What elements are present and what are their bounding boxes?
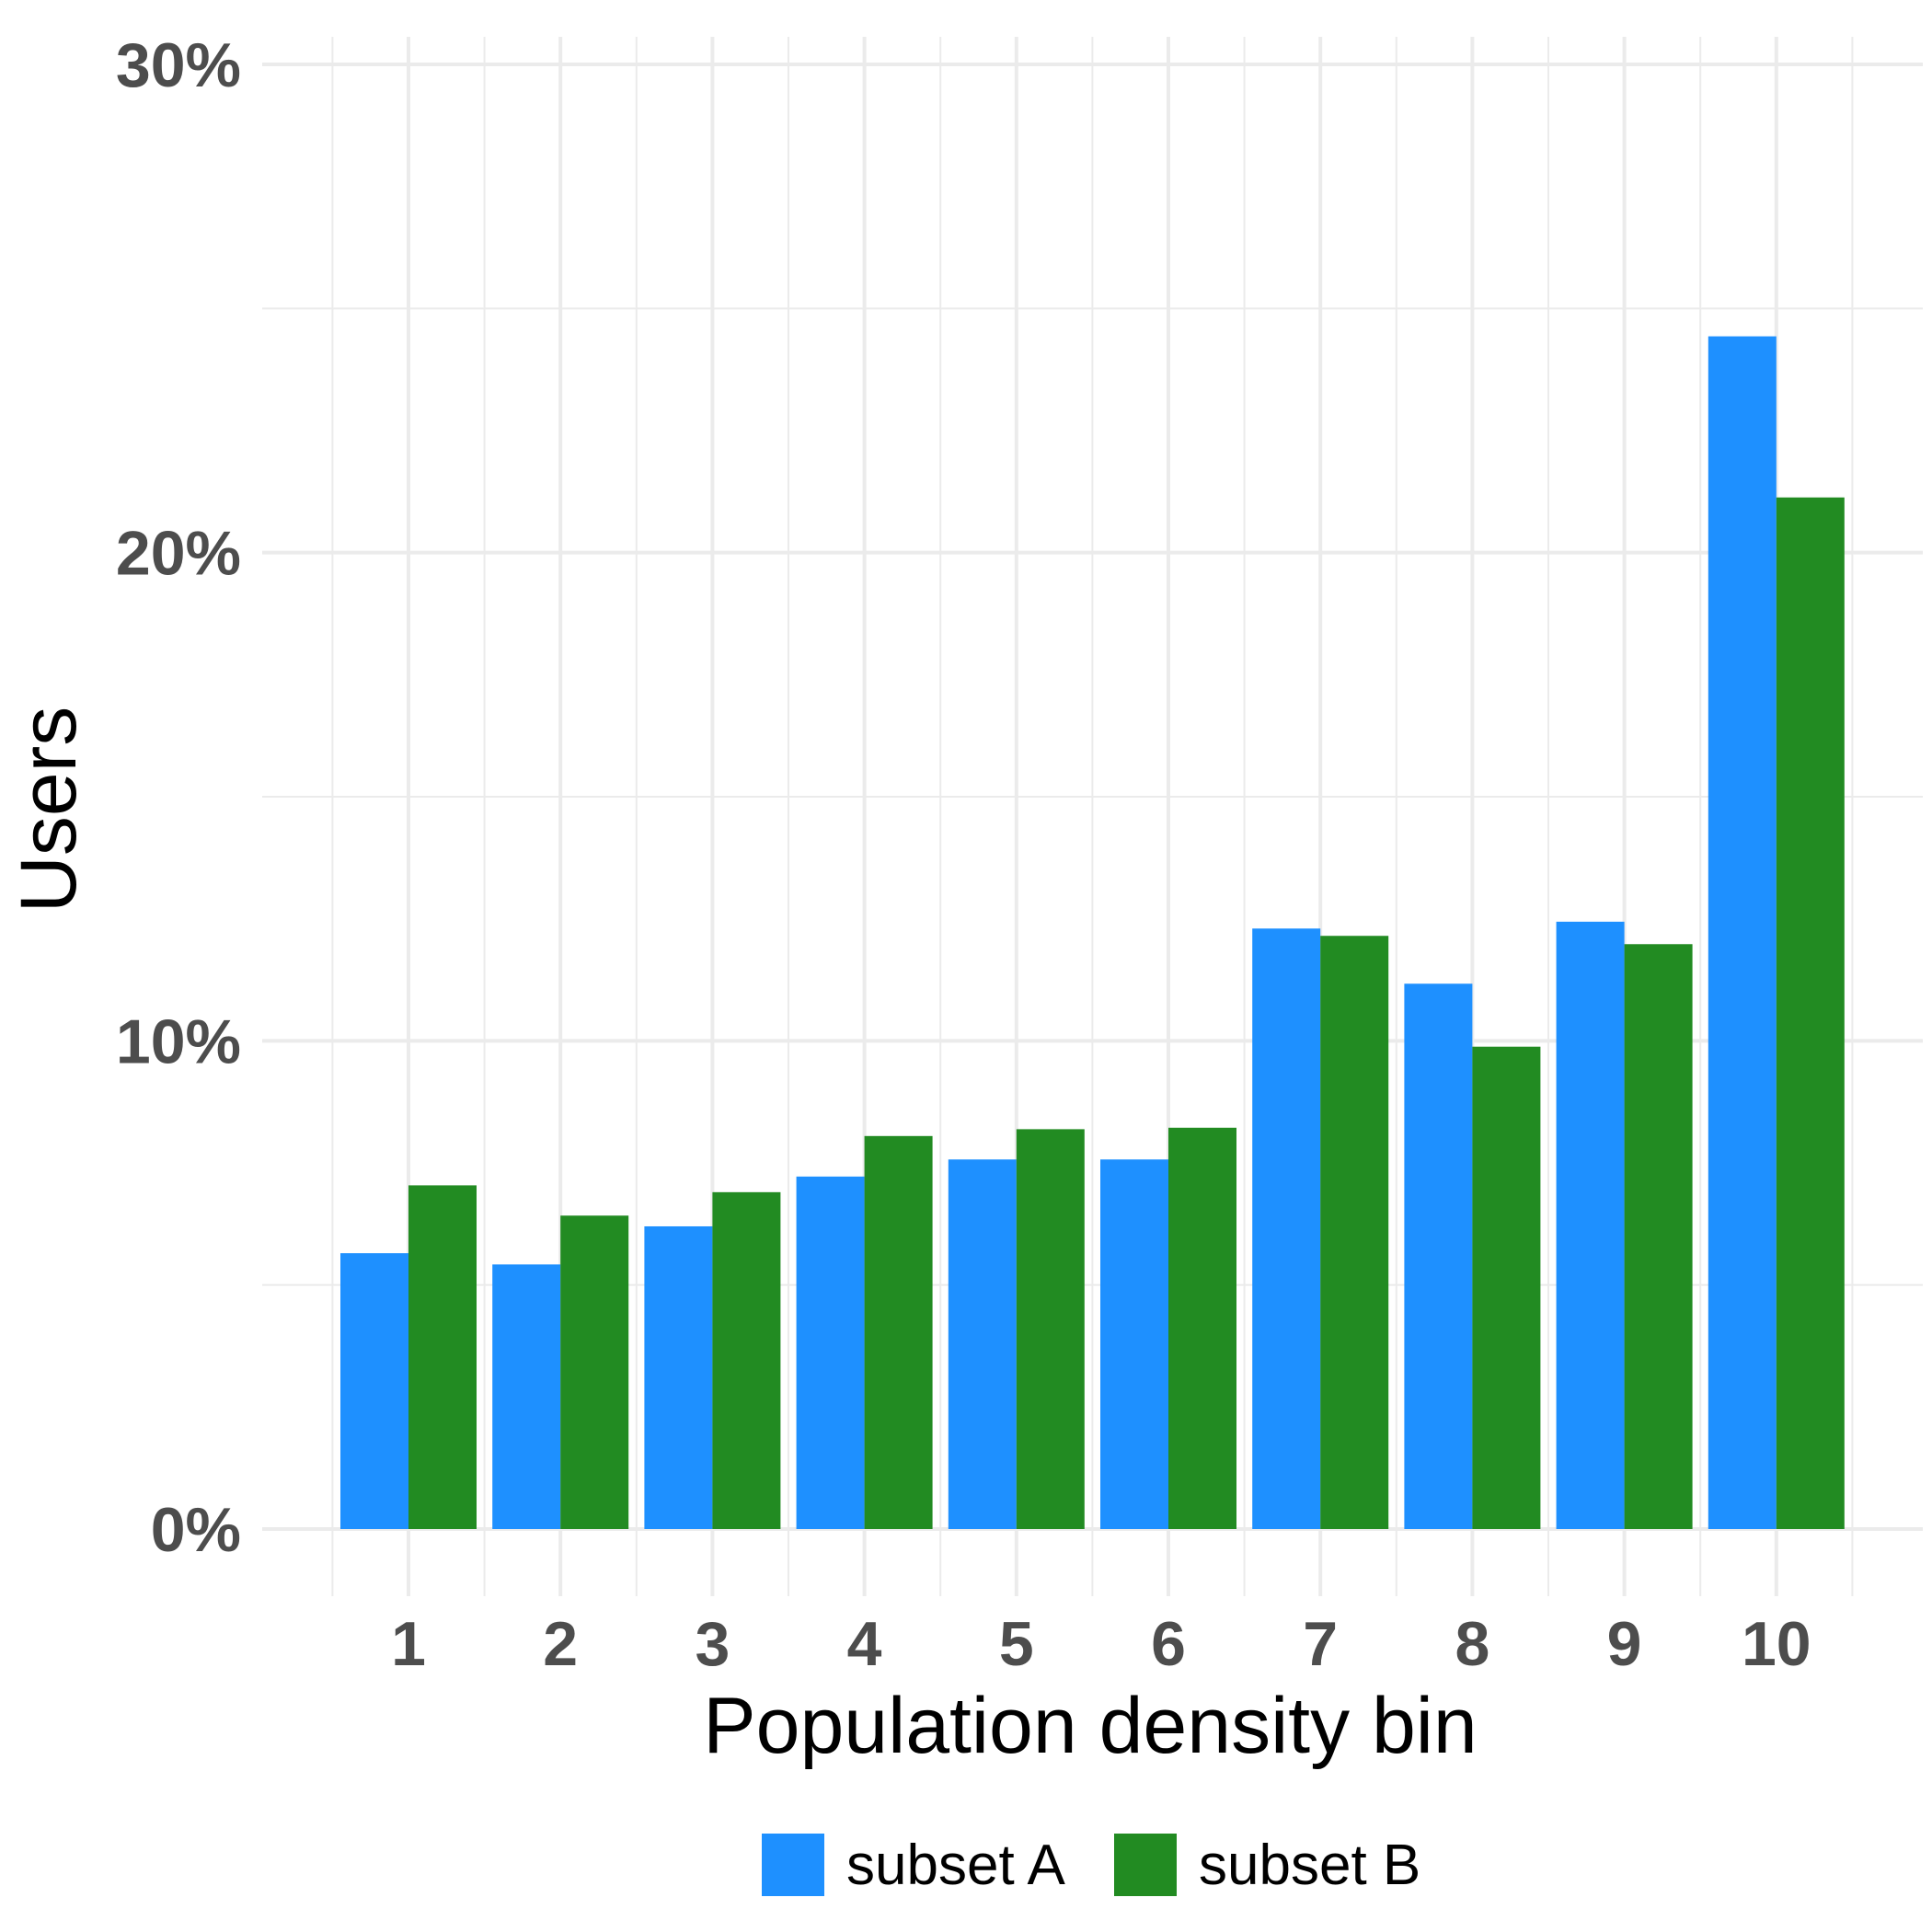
y-axis-ticks: 0% 10% 20% 30% [116, 30, 241, 1565]
bar-subset-b-5 [1016, 1129, 1085, 1529]
bar-subset-a-2 [492, 1264, 561, 1529]
bar-subset-b-3 [712, 1191, 781, 1529]
bar-subset-b-6 [1168, 1127, 1236, 1529]
x-tick-label: 3 [695, 1609, 730, 1679]
bar-subset-b-1 [408, 1185, 477, 1529]
y-tick-label: 30% [116, 30, 241, 100]
bar-subset-a-8 [1404, 983, 1473, 1529]
x-tick-label: 10 [1742, 1609, 1811, 1679]
x-tick-label: 2 [543, 1609, 578, 1679]
bar-subset-a-4 [796, 1176, 865, 1529]
x-tick-label: 8 [1455, 1609, 1489, 1679]
y-axis-title: Users [5, 707, 93, 914]
x-tick-label: 5 [999, 1609, 1034, 1679]
legend-key-subset-b [1114, 1834, 1177, 1896]
bar-subset-a-5 [948, 1159, 1017, 1529]
bars [340, 336, 1845, 1530]
bar-subset-b-2 [560, 1215, 629, 1529]
x-tick-label: 6 [1151, 1609, 1186, 1679]
legend-label-subset-b: subset B [1199, 1834, 1420, 1897]
x-tick-label: 4 [847, 1609, 882, 1679]
bar-subset-b-8 [1472, 1046, 1541, 1529]
x-axis-ticks: 1 2 3 4 5 6 7 8 9 10 [391, 1609, 1811, 1679]
bar-subset-a-6 [1100, 1159, 1168, 1529]
x-axis-title: Population density bin [703, 1682, 1477, 1770]
y-tick-label: 20% [116, 519, 241, 589]
x-tick-label: 1 [391, 1609, 426, 1679]
bar-subset-a-9 [1556, 921, 1625, 1529]
legend-label-subset-a: subset A [846, 1834, 1065, 1897]
bar-subset-a-7 [1252, 928, 1321, 1529]
bar-subset-b-9 [1624, 944, 1693, 1529]
x-tick-label: 9 [1607, 1609, 1642, 1679]
legend: subset A subset B [762, 1834, 1420, 1897]
y-tick-label: 0% [151, 1495, 241, 1565]
bar-subset-b-7 [1320, 936, 1389, 1529]
bar-subset-a-3 [644, 1225, 713, 1529]
bar-subset-a-1 [340, 1253, 408, 1529]
legend-key-subset-a [762, 1834, 824, 1896]
bar-subset-b-4 [864, 1135, 933, 1529]
bar-subset-b-10 [1776, 497, 1845, 1529]
bar-subset-a-10 [1708, 336, 1777, 1530]
y-tick-label: 10% [116, 1006, 241, 1076]
x-tick-label: 7 [1303, 1609, 1338, 1679]
